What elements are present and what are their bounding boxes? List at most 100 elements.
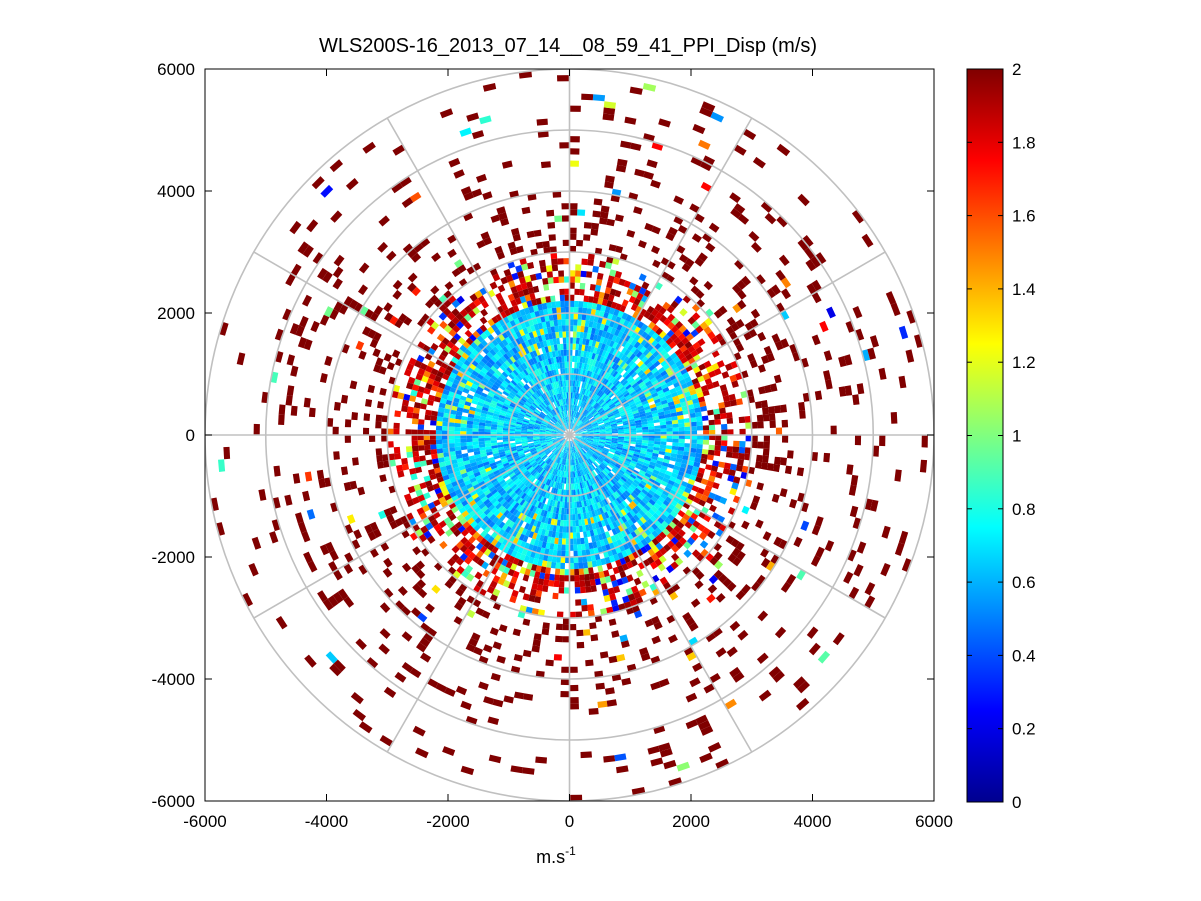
data-cell [535, 465, 541, 472]
data-cell [696, 299, 705, 308]
data-cell [611, 362, 618, 370]
data-cell [569, 325, 574, 332]
data-cell [535, 421, 542, 425]
data-cell [583, 410, 589, 416]
data-cell [523, 404, 530, 410]
data-cell [587, 259, 594, 266]
data-cell [533, 493, 539, 500]
data-cell [512, 291, 520, 300]
data-cell [641, 400, 649, 406]
data-cell [635, 387, 642, 393]
data-cell [438, 294, 448, 304]
data-cell [716, 360, 725, 368]
data-cell [460, 419, 468, 425]
data-cell [478, 422, 486, 427]
data-cell [533, 428, 540, 431]
data-cell [606, 517, 613, 525]
data-cell [530, 551, 536, 559]
data-cell [463, 460, 471, 466]
data-cell [534, 500, 540, 508]
data-cell [564, 452, 567, 459]
data-cell [611, 386, 618, 393]
data-cell [619, 478, 626, 484]
data-cell [548, 549, 554, 556]
data-cell [756, 652, 769, 664]
data-cell [729, 374, 738, 383]
data-cell [542, 523, 548, 530]
data-cell [600, 392, 607, 399]
data-cell [472, 424, 479, 429]
data-cell [683, 391, 691, 398]
data-cell [505, 274, 514, 283]
data-cell [617, 552, 624, 560]
data-cell [601, 350, 607, 357]
data-cell [560, 464, 564, 471]
data-cell [501, 471, 508, 477]
data-cell [383, 587, 394, 599]
data-cell [688, 636, 699, 647]
data-cell [332, 591, 344, 604]
data-cell [621, 339, 628, 348]
data-cell [576, 483, 579, 490]
data-cell [562, 477, 566, 484]
data-cell [407, 406, 414, 413]
data-cell [528, 421, 535, 425]
data-cell [621, 362, 629, 370]
data-cell [575, 399, 579, 406]
data-cell [583, 363, 588, 370]
data-cell [579, 580, 586, 588]
data-cell [495, 378, 503, 385]
data-cell [586, 271, 593, 278]
data-cell [481, 610, 491, 619]
data-cell [630, 483, 637, 490]
data-cell [629, 509, 636, 517]
data-cell [652, 395, 660, 401]
data-cell [499, 348, 506, 356]
data-cell [770, 554, 780, 565]
data-cell [552, 439, 559, 442]
data-cell [551, 369, 555, 377]
data-cell [585, 467, 590, 474]
data-cell [584, 320, 590, 327]
data-cell [643, 475, 650, 481]
data-cell [537, 354, 543, 362]
data-cell [527, 437, 534, 440]
data-cell [614, 464, 621, 470]
data-cell [618, 338, 625, 346]
data-cell [620, 387, 627, 394]
data-cell [614, 400, 621, 406]
data-cell [518, 329, 525, 337]
data-cell [555, 422, 561, 428]
data-cell [572, 343, 576, 350]
data-cell [526, 300, 533, 308]
data-cell [657, 411, 665, 416]
data-cell [621, 563, 629, 571]
data-cell [554, 381, 558, 389]
data-cell [454, 601, 464, 611]
data-cell [517, 365, 524, 373]
data-cell [578, 368, 582, 375]
data-cell [645, 469, 653, 476]
data-cell [500, 410, 507, 415]
data-cell [482, 461, 490, 467]
data-cell [472, 428, 479, 432]
data-cell [535, 369, 541, 376]
data-cell [455, 685, 468, 696]
data-cell [646, 305, 655, 314]
data-cell [572, 520, 576, 527]
data-cell [344, 552, 354, 564]
data-cell [527, 442, 535, 446]
data-cell [594, 309, 601, 317]
data-cell [781, 288, 791, 300]
data-cell [640, 652, 651, 662]
data-cell [325, 651, 338, 664]
data-cell [514, 406, 522, 411]
data-cell [535, 480, 541, 487]
data-cell [430, 444, 437, 450]
data-cell [555, 450, 560, 456]
data-cell [558, 276, 565, 283]
data-cell [543, 327, 548, 335]
data-cell [631, 471, 638, 477]
data-cell [639, 394, 646, 401]
data-cell [454, 521, 463, 530]
